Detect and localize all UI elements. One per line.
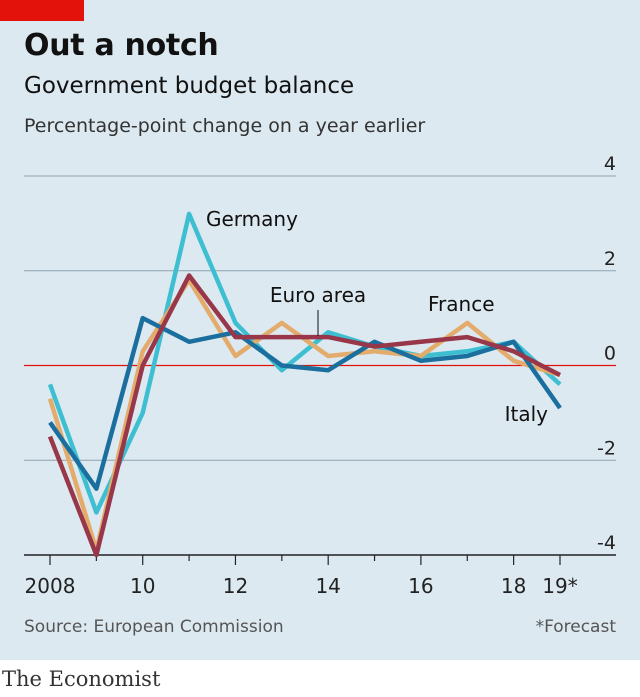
forecast-footnote: *Forecast (535, 617, 616, 637)
x-tick-label: 16 (408, 574, 433, 598)
x-tick-label: 18 (501, 574, 526, 598)
series-line-italy (48, 315, 562, 491)
chart-panel (0, 0, 640, 660)
x-tick-label: 19* (542, 574, 577, 598)
series-line-euro-area (47, 273, 562, 558)
y-tick-label: -2 (597, 437, 616, 459)
x-tick-label: 14 (315, 574, 340, 598)
series-line-france (47, 277, 561, 553)
line-chart: 4 2 0 -2 -4 2008 10 12 14 16 18 19* Germany Euro area… (24, 153, 616, 598)
chart-title: Out a notch (24, 28, 219, 63)
x-tick-label: 12 (223, 574, 248, 598)
source-note: Source: European Commission (24, 617, 284, 637)
series-label-france: France (428, 292, 495, 316)
chart-unit-note: Percentage-point change on a year earlie… (24, 115, 426, 137)
y-tick-label: 2 (604, 248, 616, 270)
series-label-euro-area: Euro area (270, 283, 366, 307)
x-tick-label: 10 (130, 574, 155, 598)
y-tick-label: 0 (604, 343, 616, 365)
series-line-germany (47, 211, 562, 515)
y-tick-label: -4 (597, 532, 616, 554)
y-tick-label: 4 (604, 153, 616, 175)
publisher-logo: The Economist (2, 667, 161, 691)
brand-accent-tab (0, 0, 84, 21)
x-tick-label: 2008 (25, 574, 76, 598)
series-label-italy: Italy (505, 402, 549, 426)
chart-subtitle: Government budget balance (24, 73, 355, 99)
series-label-germany: Germany (206, 207, 298, 231)
